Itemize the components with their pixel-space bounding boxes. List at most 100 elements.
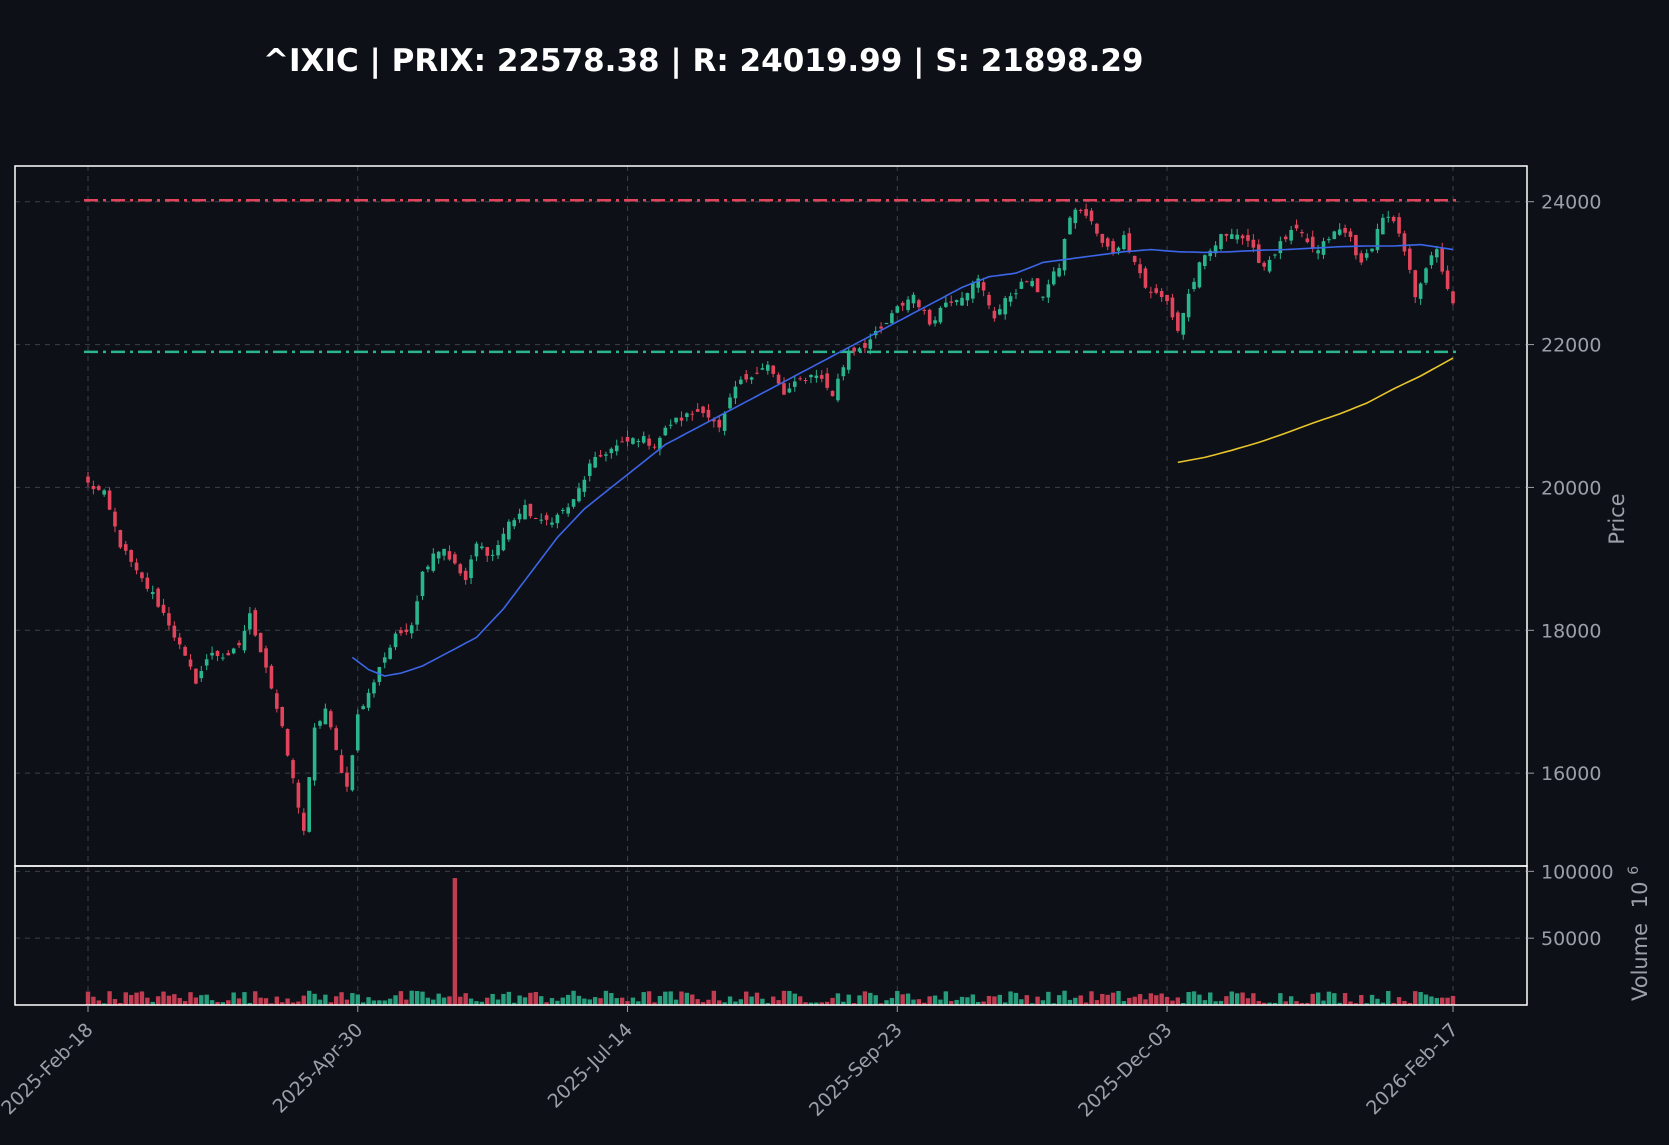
volume-bar: [360, 1002, 366, 1005]
candle-body: [582, 479, 587, 492]
candle-body: [507, 521, 511, 540]
volume-bar: [134, 992, 139, 1005]
candle-body: [539, 519, 544, 521]
volume-bar: [1218, 1000, 1224, 1005]
volume-bar: [236, 998, 242, 1005]
candle-body: [755, 372, 759, 374]
candle-body: [188, 659, 193, 667]
volume-bar: [1143, 999, 1148, 1005]
volume-bar: [307, 990, 312, 1005]
volume-bar: [1002, 1002, 1008, 1005]
volume-bar: [501, 993, 506, 1005]
volume-bar: [1272, 1002, 1278, 1005]
volume-bar: [1310, 993, 1315, 1005]
volume-bar: [1294, 1001, 1299, 1005]
volume-bar: [226, 1000, 231, 1005]
candle-body: [1251, 239, 1256, 248]
volume-bar: [290, 1002, 296, 1005]
volume-bar: [1078, 995, 1083, 1005]
candle-body: [890, 313, 894, 324]
volume-bar: [830, 997, 835, 1005]
volume-bar: [1213, 1001, 1218, 1005]
volume-bar: [485, 997, 490, 1005]
candle-body: [1030, 280, 1034, 287]
candle-body: [1337, 229, 1342, 235]
volume-bar: [1440, 997, 1445, 1005]
volume-bar: [598, 998, 603, 1005]
candle-body: [1192, 281, 1196, 290]
candle-body: [453, 554, 457, 564]
volume-bar: [862, 991, 868, 1005]
volume-bar: [808, 1002, 814, 1005]
volume-bar: [231, 992, 236, 1005]
volume-bar: [565, 994, 571, 1005]
volume-bar: [155, 996, 161, 1005]
candle-body: [1381, 217, 1385, 235]
volume-bar: [414, 991, 420, 1005]
candle-body: [1008, 296, 1013, 302]
candle-body: [809, 374, 813, 378]
candle-body: [771, 365, 775, 374]
volume-bar: [1369, 994, 1375, 1005]
candle-body: [129, 550, 133, 562]
candle-body: [598, 455, 603, 457]
volume-bar: [1267, 1002, 1272, 1005]
volume-bar: [997, 994, 1002, 1005]
volume-bar: [878, 1003, 884, 1005]
candle-body: [652, 446, 657, 448]
volume-bar: [722, 1002, 727, 1005]
volume-bar: [868, 992, 873, 1005]
volume-bar: [274, 996, 280, 1005]
candle-body: [620, 441, 624, 443]
candle-body: [981, 282, 986, 291]
volume-bar: [668, 991, 673, 1005]
candle-body: [517, 513, 522, 520]
volume-bar: [571, 990, 576, 1005]
volume-bar: [199, 995, 204, 1005]
volume-bar: [949, 1001, 954, 1005]
volume-bar: [1391, 1002, 1396, 1005]
volume-bar: [744, 991, 749, 1005]
candle-body: [534, 518, 538, 520]
volume-bar: [754, 992, 760, 1005]
candle-body: [1203, 255, 1207, 266]
volume-bar: [204, 994, 209, 1005]
candle-body: [91, 485, 96, 490]
volume-bar: [630, 997, 636, 1005]
candle-body: [954, 300, 959, 303]
volume-bar: [1305, 1002, 1310, 1005]
candlesticks: [86, 203, 1455, 836]
volume-bar: [1197, 994, 1202, 1005]
candle-body: [1235, 234, 1239, 240]
candle-body: [1294, 224, 1299, 229]
volume-bar: [253, 991, 258, 1005]
candle-body: [350, 755, 355, 791]
volume-bar: [1202, 1000, 1208, 1005]
volume-bar: [1423, 994, 1429, 1005]
volume-bar: [296, 1001, 301, 1005]
candle-body: [264, 648, 268, 668]
candle-body: [922, 309, 927, 311]
candle-body: [1208, 250, 1213, 257]
volume-bar: [803, 1002, 808, 1005]
candle-body: [868, 339, 873, 349]
candle-body: [836, 378, 840, 401]
volume-bar: [1386, 991, 1391, 1005]
moving-average-short-line: [351, 243, 1454, 677]
candle-body: [1429, 255, 1434, 266]
candle-body: [221, 657, 225, 659]
candle-body: [1451, 291, 1455, 304]
volume-bar: [209, 1000, 215, 1005]
candle-body: [1273, 254, 1277, 256]
candle-body: [1170, 297, 1175, 318]
volume-bar: [1418, 992, 1423, 1005]
volume-bar: [619, 997, 625, 1005]
candle-body: [1305, 238, 1310, 243]
volume-bar: [641, 992, 646, 1005]
volume-bar: [1191, 991, 1197, 1005]
candle-body: [722, 413, 727, 431]
volume-bar: [679, 991, 684, 1005]
candle-body: [992, 310, 997, 319]
candle-body: [787, 388, 792, 393]
volume-bar: [1315, 992, 1321, 1005]
